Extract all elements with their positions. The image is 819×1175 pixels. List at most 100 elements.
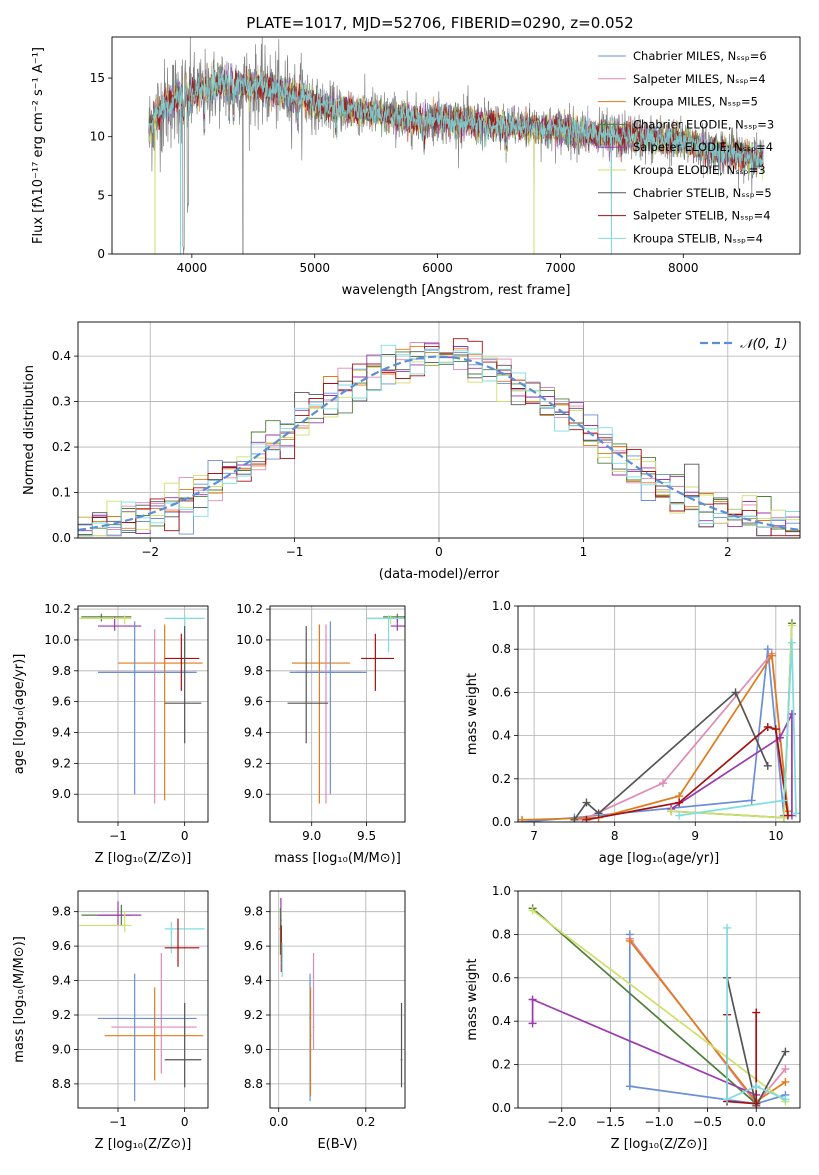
- axes-frame: [77, 605, 209, 823]
- weight-marker: [582, 815, 591, 822]
- y-tick-label: 0.0: [492, 815, 511, 829]
- weight-line-4: [532, 907, 757, 1105]
- axes-frame: [111, 36, 801, 255]
- y-tick-label: 0.4: [52, 349, 71, 363]
- errorbar-point: [111, 953, 197, 1074]
- weight-marker: [528, 1019, 537, 1028]
- weight-marker: [752, 1099, 761, 1108]
- y-axis-label: mass [log₁₀(M/M⊙)]: [12, 936, 27, 1063]
- errorbar-point: [312, 953, 315, 1050]
- y-axis-label: mass weight: [465, 958, 480, 1040]
- axes-frame: [269, 605, 406, 823]
- axes-frame: [517, 890, 801, 1109]
- x-tick-label: 2: [724, 545, 732, 559]
- y-tick-label: 0.6: [492, 971, 511, 985]
- weight-marker: [752, 1008, 761, 1017]
- weight-line-3: [521, 653, 789, 821]
- y-axis-label: age [log₁₀(age/yr)]: [12, 654, 27, 775]
- errorbar-point: [104, 987, 204, 1081]
- x-tick-label: 9.5: [357, 829, 376, 843]
- x-tick-label: −2: [141, 545, 159, 559]
- x-axis-label: Z [log₁₀(Z/Z⊙)]: [95, 851, 192, 866]
- legend-label: Chabrier ELODIE, Nₛₛₚ=3: [633, 117, 774, 131]
- weight-line-9: [726, 927, 786, 1101]
- legend-label: Kroupa ELODIE, Nₛₛₚ=3: [633, 163, 766, 177]
- y-tick-label: 10.0: [236, 633, 263, 647]
- x-tick-label: 0: [181, 1115, 189, 1129]
- weight-marker: [625, 936, 634, 945]
- plot-area-age_vs_mass: [287, 613, 405, 804]
- weight-marker: [625, 1082, 634, 1091]
- errorbar-point: [98, 621, 197, 795]
- legend-label: Salpeter ELODIE, Nₛₛₚ=4: [633, 140, 773, 154]
- weight-line-5: [531, 998, 757, 1096]
- y-tick-label: 9.8: [244, 664, 263, 678]
- errorbar-point: [164, 1002, 202, 1088]
- errorbar-point: [98, 973, 197, 1102]
- errorbar-point: [81, 613, 132, 622]
- errorbar-point: [118, 624, 203, 801]
- weight-marker: [787, 621, 796, 630]
- weight-marker: [675, 798, 684, 807]
- y-tick-label: 9.8: [244, 905, 263, 919]
- y-tick-label: 9.2: [52, 1008, 71, 1022]
- legend-label: Salpeter MILES, Nₛₛₚ=4: [633, 72, 766, 86]
- weight-line-6: [671, 625, 793, 819]
- y-tick-label: 10.2: [236, 602, 263, 616]
- x-tick-label: 0: [181, 829, 189, 843]
- weight-marker: [779, 796, 788, 805]
- weight-marker: [763, 761, 772, 770]
- errorbar-point: [295, 624, 362, 804]
- y-tick-label: 9.0: [244, 787, 263, 801]
- legend-label: 𝒩(0, 1): [740, 337, 787, 352]
- y-tick-label: 9.4: [244, 726, 263, 740]
- x-tick-label: 5000: [299, 261, 330, 275]
- y-tick-label: 9.6: [244, 939, 263, 953]
- x-tick-label: −1: [109, 829, 127, 843]
- spectrum-legend: Chabrier MILES, Nₛₛₚ=6 Salpeter MILES, Nₛ…: [598, 49, 774, 245]
- panel-weight_vs_Z: −2.0 −1.5 −1.0 −0.5 0.0 0.0 0.2 0.4 0.6 0.8 1.0 Z […: [465, 884, 801, 1152]
- x-axis-label: E(B-V): [317, 1137, 357, 1152]
- y-tick-label: 0.2: [492, 772, 511, 786]
- x-tick-label: 6000: [422, 261, 453, 275]
- y-tick-label: 15: [90, 71, 105, 85]
- plot-area-mass_vs_Z: [79, 901, 205, 1102]
- weight-marker: [779, 813, 788, 822]
- legend-label: Kroupa MILES, Nₛₛₚ=5: [633, 95, 758, 109]
- plot-area-spectrum: [148, 37, 764, 254]
- weight-marker: [771, 725, 780, 734]
- x-tick-label: 0: [435, 545, 443, 559]
- errorbar-point: [366, 615, 405, 653]
- weight-marker: [752, 1082, 761, 1091]
- weight-marker: [781, 1077, 790, 1086]
- weight-marker: [723, 923, 732, 932]
- y-tick-label: 10: [90, 130, 105, 144]
- y-tick-label: 0.2: [492, 1058, 511, 1072]
- errorbar-point: [383, 613, 405, 622]
- panel-age_vs_mass: 9.0 9.5 9.0 9.2 9.4 9.6 9.8 10.0 10.2 mass [log₁₀…: [236, 602, 406, 866]
- y-tick-label: 0.8: [492, 927, 511, 941]
- weight-marker: [518, 815, 527, 822]
- histogram-8: [78, 338, 800, 537]
- errorbar-point: [79, 615, 132, 625]
- weight-marker: [667, 807, 676, 816]
- axes-frame: [77, 890, 209, 1109]
- weight-marker: [528, 995, 537, 1004]
- weight-line-5: [670, 713, 793, 816]
- x-axis-label: age [log₁₀(age/yr)]: [599, 851, 720, 866]
- y-tick-label: 9.6: [52, 939, 71, 953]
- errorbar-point: [400, 1002, 403, 1088]
- panel-weight_vs_age: 7 8 9 10 0.0 0.2 0.4 0.6 0.8 1.0 age [log₁₀(age/yr…: [465, 599, 801, 866]
- figure-title: PLATE=1017, MJD=52706, FIBERID=0290, z=0…: [246, 14, 633, 32]
- y-tick-label: 9.8: [52, 664, 71, 678]
- panel-residuals: −2 −1 0 1 2 0.0 0.1 0.2 0.3 0.4 (data-model)/error…: [22, 321, 801, 582]
- y-tick-label: 8.8: [244, 1077, 263, 1091]
- x-axis-label: mass [log₁₀(M/M⊙)]: [274, 851, 401, 866]
- legend-label: Salpeter STELIB, Nₛₛₚ=4: [633, 209, 771, 223]
- weight-marker: [791, 809, 800, 818]
- errorbar-point: [390, 616, 405, 631]
- x-tick-label: 8: [611, 829, 619, 843]
- y-tick-label: 0.8: [492, 642, 511, 656]
- y-tick-label: 9.2: [244, 756, 263, 770]
